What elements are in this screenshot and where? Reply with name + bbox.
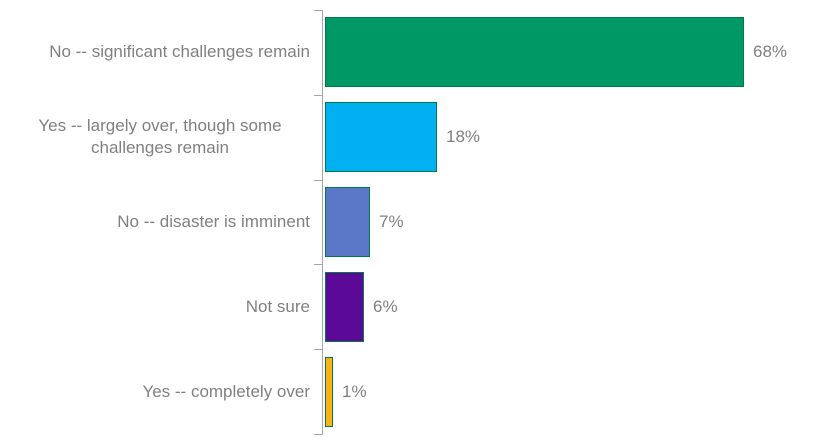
category-label: Not sure xyxy=(245,296,310,316)
axis-tick xyxy=(314,349,323,350)
axis-tick xyxy=(314,95,323,96)
axis-tick xyxy=(314,264,323,265)
bar-row: Yes -- completely over 1% xyxy=(0,349,821,434)
bar xyxy=(325,17,744,88)
bar xyxy=(325,186,370,257)
value-label: 1% xyxy=(342,381,367,401)
bar-row: No -- disaster is imminent 7% xyxy=(0,180,821,265)
category-label-cell: Yes -- largely over, though some challen… xyxy=(0,95,310,180)
axis-tick xyxy=(314,434,323,435)
category-label-cell: Not sure xyxy=(0,264,310,349)
bar-cell xyxy=(325,102,437,173)
value-label: 18% xyxy=(446,127,481,147)
category-label-cell: No -- significant challenges remain xyxy=(0,10,310,95)
bar-cell xyxy=(325,271,364,342)
category-label-cell: Yes -- completely over xyxy=(0,349,310,434)
category-label-cell: No -- disaster is imminent xyxy=(0,180,310,265)
bar-row: Not sure 6% xyxy=(0,264,821,349)
category-label: No -- disaster is imminent xyxy=(117,211,310,231)
axis-tick xyxy=(314,10,323,11)
bar xyxy=(325,102,437,173)
bar-row: No -- significant challenges remain 68% xyxy=(0,10,821,95)
category-label: Yes -- completely over xyxy=(142,381,310,401)
value-label: 68% xyxy=(753,42,788,62)
bar-cell xyxy=(325,17,744,88)
bar xyxy=(325,271,364,342)
category-label: No -- significant challenges remain xyxy=(49,42,310,62)
category-label: Yes -- largely over, though some challen… xyxy=(38,116,282,158)
bar-row: Yes -- largely over, though some challen… xyxy=(0,95,821,180)
value-label: 7% xyxy=(379,211,404,231)
bar xyxy=(325,356,333,427)
bar-cell xyxy=(325,356,333,427)
chart-rows: No -- significant challenges remain 68% Ye… xyxy=(0,10,821,434)
y-axis-line xyxy=(322,10,323,435)
value-label: 6% xyxy=(373,296,398,316)
axis-tick xyxy=(314,180,323,181)
bar-cell xyxy=(325,186,370,257)
